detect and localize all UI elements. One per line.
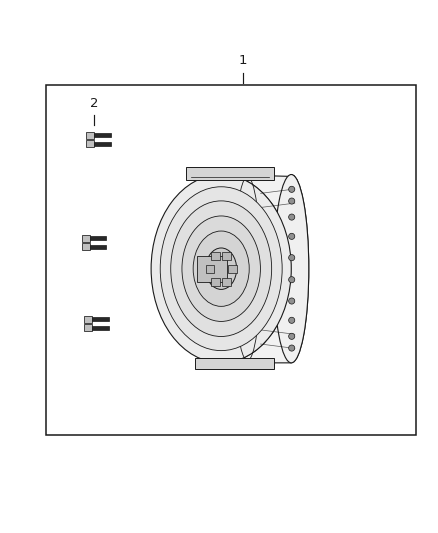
Polygon shape [221, 174, 309, 363]
Bar [223, 252, 231, 260]
Bar [186, 167, 274, 180]
Text: 1: 1 [239, 54, 247, 67]
Ellipse shape [206, 248, 237, 289]
Bar [94, 133, 111, 137]
Text: 2: 2 [90, 96, 99, 110]
Ellipse shape [171, 201, 272, 336]
Ellipse shape [193, 231, 249, 306]
Bar [92, 317, 109, 321]
Circle shape [289, 255, 295, 261]
Bar [228, 265, 237, 273]
Bar [86, 132, 94, 139]
Bar [195, 358, 274, 369]
Circle shape [289, 198, 295, 204]
Bar [90, 236, 106, 240]
Bar [84, 324, 92, 332]
Bar [211, 278, 220, 286]
Bar [82, 243, 90, 251]
Circle shape [289, 298, 295, 304]
Bar [198, 255, 227, 282]
Bar [90, 245, 106, 248]
Circle shape [289, 214, 295, 220]
Bar [94, 142, 111, 146]
Bar [223, 278, 231, 286]
Bar [92, 326, 109, 329]
Bar [46, 85, 416, 435]
Bar [82, 235, 90, 241]
Circle shape [289, 333, 295, 340]
Ellipse shape [160, 187, 282, 351]
Circle shape [289, 233, 295, 239]
Bar [211, 252, 220, 260]
Circle shape [289, 317, 295, 324]
Bar [84, 316, 92, 322]
Ellipse shape [274, 174, 309, 363]
Circle shape [289, 345, 295, 351]
Bar [86, 140, 94, 147]
Circle shape [289, 277, 295, 283]
Bar [205, 265, 214, 273]
Ellipse shape [151, 174, 291, 363]
Ellipse shape [182, 216, 261, 321]
Circle shape [289, 186, 295, 192]
